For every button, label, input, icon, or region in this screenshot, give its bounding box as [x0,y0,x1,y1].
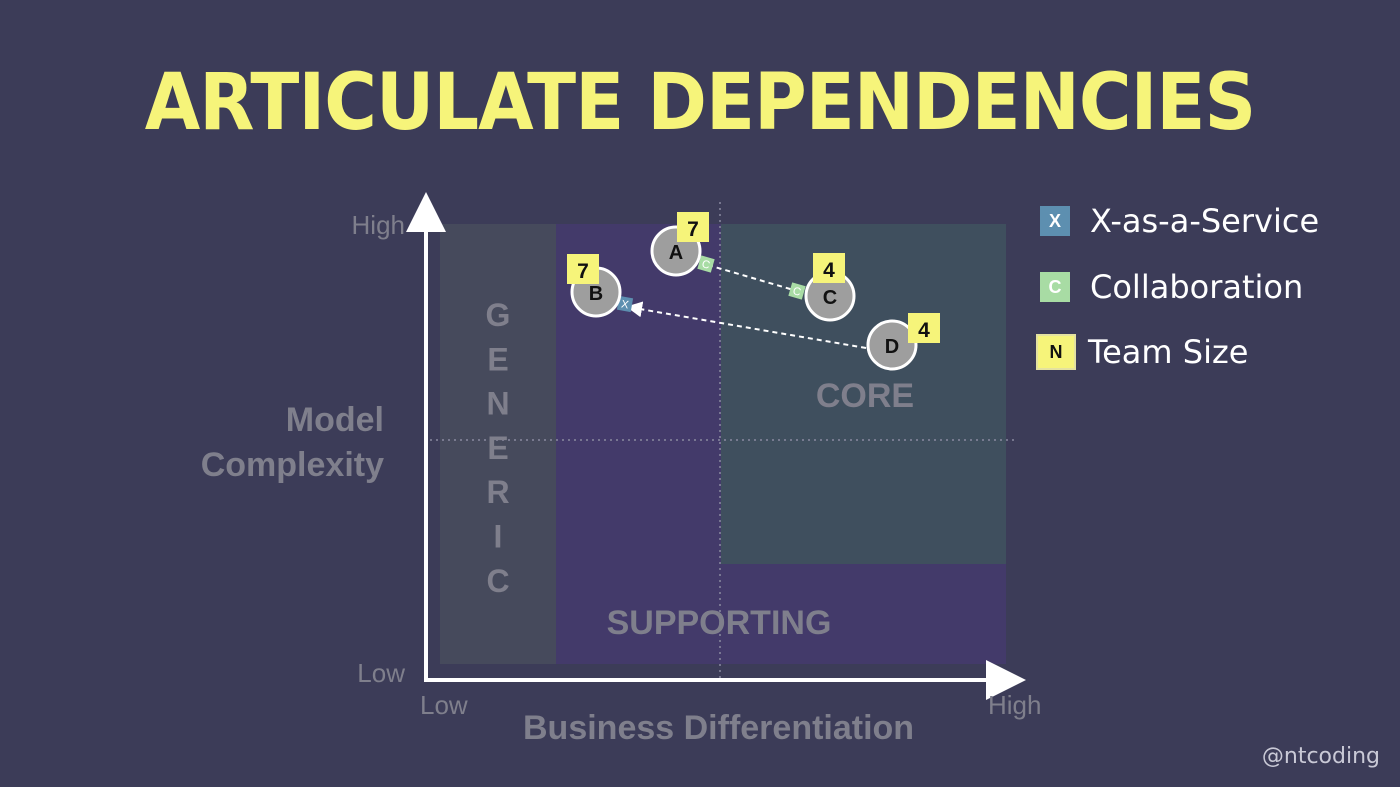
y-axis-title-line2: Complexity [200,446,384,484]
team-size-badge-c: 4 [813,253,845,283]
legend-label-collaboration: Collaboration [1090,268,1304,306]
team-size-c: 4 [823,259,835,282]
region-label-generic-letter: C [486,563,509,599]
team-size-badge-a: 7 [677,212,709,242]
dependency-a-c [707,264,798,292]
region-label-generic-letter: E [487,430,508,466]
team-size-d: 4 [918,319,930,342]
slide-title: ARTICULATE DEPENDENCIES [144,58,1257,148]
team-label-d: D [885,336,899,358]
y-axis-low-label: Low [357,658,405,688]
region-label-generic-letter: N [486,386,509,422]
legend-swatch-xaas: X [1040,206,1070,236]
legend-swatch-team-size: N [1036,334,1076,370]
x-axis-low-label: Low [420,690,468,720]
region-generic [440,224,556,664]
svg-text:C: C [791,285,802,299]
team-size-a: 7 [687,218,699,241]
team-label-c: C [823,287,837,309]
x-axis-title: Business Differentiation [523,709,915,747]
region-label-generic-letter: G [486,297,511,333]
region-core [721,224,1006,564]
team-size-badge-b: 7 [567,254,599,284]
y-axis-high-label: High [351,210,405,240]
legend-item-team-size: N Team Size [1036,332,1249,372]
legend-item-collaboration: C Collaboration [1040,267,1303,307]
region-label-generic-letter: I [494,519,503,555]
legend-swatch-collaboration: C [1040,272,1070,302]
region-label-generic-letter: E [487,341,508,377]
team-node-c[interactable]: C [804,270,856,322]
dependency-marker-collaboration-a: C [697,255,715,273]
legend-item-xaas: X X-as-a-Service [1040,201,1319,241]
svg-text:X: X [620,298,630,311]
dependency-marker-xaas-b: X [616,295,634,313]
team-label-b: B [589,283,603,305]
region-label-core: CORE [816,377,914,415]
author-handle: @ntcoding [1261,744,1380,769]
x-axis-high-label: High [988,690,1042,720]
svg-text:C: C [700,258,711,272]
legend-label-xaas: X-as-a-Service [1090,202,1320,240]
legend-label-team-size: Team Size [1088,333,1249,371]
region-label-generic-letter: R [486,474,509,510]
region-label-supporting: SUPPORTING [607,604,832,642]
y-axis-title-line1: Model [285,401,384,439]
team-label-a: A [669,242,683,264]
team-size-badge-d: 4 [908,313,940,343]
dependency-d-b [626,301,867,349]
dependency-marker-collaboration-c: C [788,282,806,300]
team-node-d[interactable]: D [866,319,918,371]
team-size-b: 7 [577,260,589,283]
